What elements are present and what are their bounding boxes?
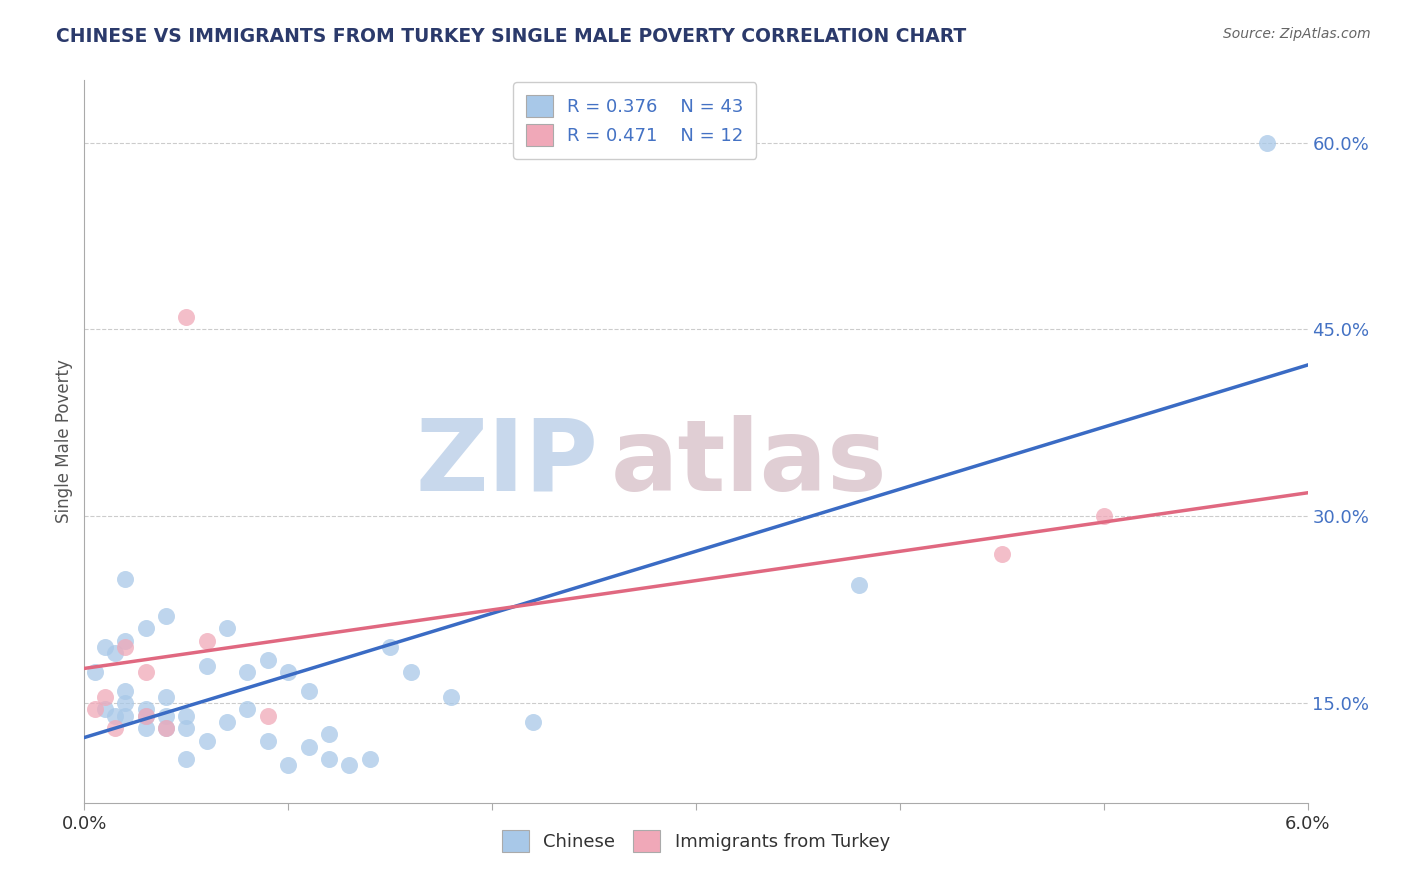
Point	[848, 578, 870, 592]
Point	[380, 640, 402, 654]
Point	[135, 621, 157, 635]
Point	[176, 752, 198, 766]
Point	[399, 665, 422, 679]
Point	[195, 658, 218, 673]
Point	[339, 758, 361, 772]
Point	[114, 633, 136, 648]
Point	[257, 708, 280, 723]
Point	[176, 310, 198, 324]
Point	[217, 621, 239, 635]
Text: atlas: atlas	[610, 415, 887, 512]
Point	[176, 721, 198, 735]
Text: Source: ZipAtlas.com: Source: ZipAtlas.com	[1223, 27, 1371, 41]
Point	[195, 633, 218, 648]
Point	[135, 708, 157, 723]
Point	[155, 721, 177, 735]
Point	[135, 721, 157, 735]
Point	[114, 640, 136, 654]
Point	[155, 609, 177, 624]
Point	[93, 690, 117, 704]
Point	[114, 683, 136, 698]
Point	[135, 708, 157, 723]
Point	[155, 708, 177, 723]
Y-axis label: Single Male Poverty: Single Male Poverty	[55, 359, 73, 524]
Point	[114, 572, 136, 586]
Point	[176, 708, 198, 723]
Point	[217, 714, 239, 729]
Point	[298, 739, 321, 754]
Point	[298, 683, 321, 698]
Point	[83, 665, 105, 679]
Point	[277, 758, 299, 772]
Point	[318, 752, 340, 766]
Point	[114, 696, 136, 710]
Point	[104, 708, 127, 723]
Point	[114, 708, 136, 723]
Point	[277, 665, 299, 679]
Point	[83, 702, 105, 716]
Point	[1092, 509, 1115, 524]
Text: CHINESE VS IMMIGRANTS FROM TURKEY SINGLE MALE POVERTY CORRELATION CHART: CHINESE VS IMMIGRANTS FROM TURKEY SINGLE…	[56, 27, 966, 45]
Point	[135, 702, 157, 716]
Point	[359, 752, 381, 766]
Point	[236, 665, 259, 679]
Point	[135, 665, 157, 679]
Point	[1256, 136, 1278, 150]
Point	[257, 733, 280, 747]
Point	[195, 733, 218, 747]
Text: ZIP: ZIP	[415, 415, 598, 512]
Legend: Chinese, Immigrants from Turkey: Chinese, Immigrants from Turkey	[495, 822, 897, 859]
Point	[104, 721, 127, 735]
Point	[93, 702, 117, 716]
Point	[522, 714, 544, 729]
Point	[155, 690, 177, 704]
Point	[318, 727, 340, 741]
Point	[440, 690, 463, 704]
Point	[104, 646, 127, 660]
Point	[155, 721, 177, 735]
Point	[257, 652, 280, 666]
Point	[991, 547, 1014, 561]
Point	[93, 640, 117, 654]
Point	[236, 702, 259, 716]
